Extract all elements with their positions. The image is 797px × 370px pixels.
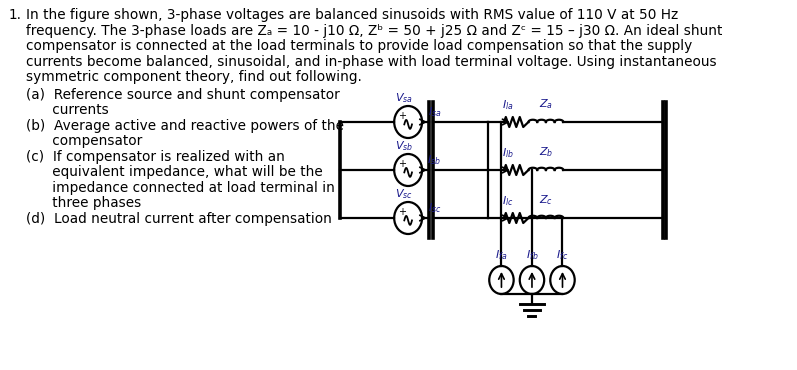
Text: (c)  If compensator is realized with an: (c) If compensator is realized with an xyxy=(26,149,285,164)
Text: $I_{lb}$: $I_{lb}$ xyxy=(502,146,514,160)
Text: currents: currents xyxy=(26,103,109,117)
Text: $I_{fa}$: $I_{fa}$ xyxy=(495,248,508,262)
Text: $Z_{b}$: $Z_{b}$ xyxy=(539,145,553,159)
Text: $I_{sa}$: $I_{sa}$ xyxy=(427,105,441,119)
Text: $V_{sb}$: $V_{sb}$ xyxy=(395,139,414,153)
Text: $I_{la}$: $I_{la}$ xyxy=(502,98,514,112)
Text: $I_{lc}$: $I_{lc}$ xyxy=(502,194,514,208)
Text: (b)  Average active and reactive powers of the: (b) Average active and reactive powers o… xyxy=(26,118,344,132)
Text: $I_{fb}$: $I_{fb}$ xyxy=(526,248,538,262)
Text: $Z_{a}$: $Z_{a}$ xyxy=(539,97,553,111)
Text: (a)  Reference source and shunt compensator: (a) Reference source and shunt compensat… xyxy=(26,87,340,101)
Text: +: + xyxy=(398,159,406,169)
Text: +: + xyxy=(398,208,406,218)
Text: frequency. The 3-phase loads are Zₐ = 10 - j10 Ω, Zᵇ = 50 + j25 Ω and Zᶜ = 15 – : frequency. The 3-phase loads are Zₐ = 10… xyxy=(26,24,723,37)
Text: $V_{sc}$: $V_{sc}$ xyxy=(395,187,413,201)
Text: symmetric component theory, find out following.: symmetric component theory, find out fol… xyxy=(26,70,362,84)
Text: three phases: three phases xyxy=(26,196,141,210)
Text: $I_{sb}$: $I_{sb}$ xyxy=(427,153,442,167)
Text: $Z_{c}$: $Z_{c}$ xyxy=(539,193,553,207)
Text: $V_{sa}$: $V_{sa}$ xyxy=(395,91,413,105)
Text: impedance connected at load terminal in: impedance connected at load terminal in xyxy=(26,181,335,195)
Text: 1.: 1. xyxy=(9,8,22,22)
Text: (d)  Load neutral current after compensation: (d) Load neutral current after compensat… xyxy=(26,212,332,225)
Text: $I_{sc}$: $I_{sc}$ xyxy=(427,201,441,215)
Text: equivalent impedance, what will be the: equivalent impedance, what will be the xyxy=(26,165,323,179)
Text: $I_{fc}$: $I_{fc}$ xyxy=(556,248,568,262)
Text: +: + xyxy=(398,111,406,121)
Text: In the figure shown, 3-phase voltages are balanced sinusoids with RMS value of 1: In the figure shown, 3-phase voltages ar… xyxy=(26,8,678,22)
Text: currents become balanced, sinusoidal, and in-phase with load terminal voltage. U: currents become balanced, sinusoidal, an… xyxy=(26,54,717,68)
Text: compensator is connected at the load terminals to provide load compensation so t: compensator is connected at the load ter… xyxy=(26,39,693,53)
Text: compensator: compensator xyxy=(26,134,143,148)
